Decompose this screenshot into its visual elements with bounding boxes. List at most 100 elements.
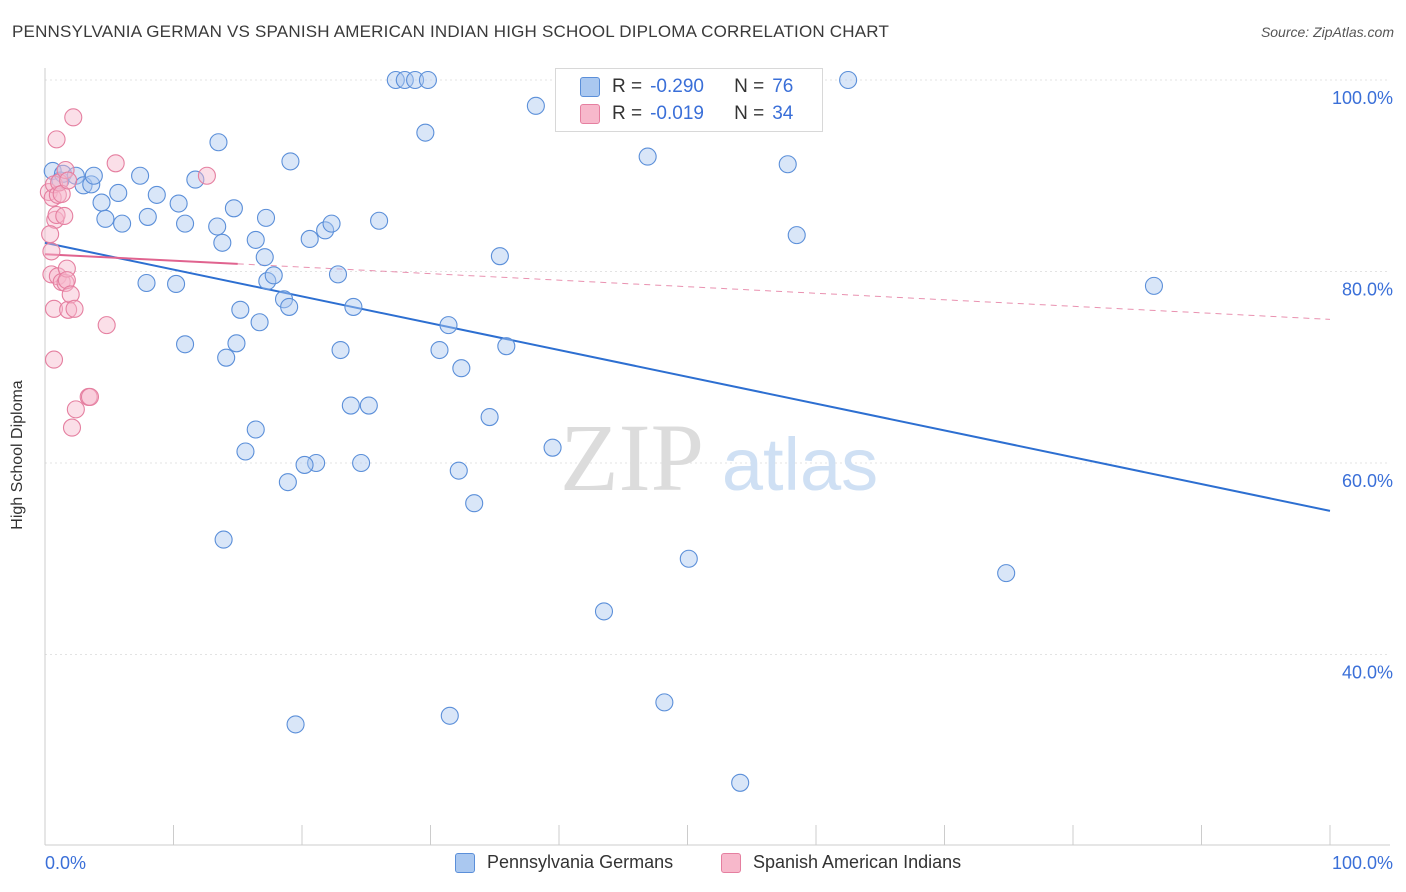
data-point-pennsylvania bbox=[281, 152, 300, 171]
series-legend-label: Pennsylvania Germans bbox=[487, 852, 674, 872]
data-point-spanish bbox=[65, 299, 84, 318]
data-point-pennsylvania bbox=[679, 549, 698, 568]
data-point-pennsylvania bbox=[250, 313, 269, 332]
data-point-pennsylvania bbox=[137, 273, 156, 293]
y-tick-label: 100.0% bbox=[1332, 88, 1393, 108]
data-point-pennsylvania bbox=[594, 602, 614, 621]
data-point-spanish bbox=[59, 171, 78, 190]
data-point-pennsylvania bbox=[452, 359, 471, 378]
data-point-spanish bbox=[41, 225, 60, 244]
legend-swatch-pink bbox=[580, 104, 600, 124]
data-point-spanish bbox=[80, 387, 100, 406]
trend-lines bbox=[44, 241, 1331, 512]
watermark-zip: ZIP bbox=[560, 404, 704, 511]
legend-n-value: 34 bbox=[772, 103, 794, 124]
data-point-spanish bbox=[106, 154, 125, 173]
legend-r-value: -0.290 bbox=[650, 76, 704, 97]
data-point-pennsylvania bbox=[465, 494, 484, 513]
data-point-pennsylvania bbox=[322, 214, 341, 233]
data-point-spanish bbox=[57, 271, 76, 290]
data-point-pennsylvania bbox=[439, 316, 458, 335]
data-point-pennsylvania bbox=[280, 297, 299, 316]
legend-swatch-blue bbox=[580, 77, 600, 97]
trend-line-spanish bbox=[44, 253, 238, 265]
data-point-pennsylvania bbox=[638, 147, 657, 166]
data-point-pennsylvania bbox=[113, 214, 132, 233]
data-point-pennsylvania bbox=[176, 335, 195, 354]
y-tick-label: 80.0% bbox=[1342, 280, 1393, 300]
data-point-pennsylvania bbox=[526, 96, 545, 115]
tick-labels: 40.0% 60.0% 80.0% 100.0% 0.0% 100.0% bbox=[45, 88, 1393, 873]
data-point-pennsylvania bbox=[331, 340, 350, 360]
data-point-pennsylvania bbox=[295, 455, 314, 474]
data-point-pennsylvania bbox=[328, 265, 348, 284]
data-point-pennsylvania bbox=[96, 209, 115, 228]
data-point-pennsylvania bbox=[286, 715, 305, 734]
data-point-pennsylvania bbox=[655, 693, 674, 712]
chart-title: PENNSYLVANIA GERMAN VS SPANISH AMERICAN … bbox=[12, 22, 890, 41]
data-point-spanish bbox=[44, 299, 64, 318]
data-point-pennsylvania bbox=[256, 208, 276, 227]
data-point-pennsylvania bbox=[208, 217, 227, 236]
data-point-pennsylvania bbox=[167, 274, 186, 293]
series-legend-label: Spanish American Indians bbox=[753, 852, 962, 872]
legend-r-label: R = bbox=[612, 76, 643, 97]
data-point-pennsylvania bbox=[307, 453, 326, 473]
series-legend: Pennsylvania Germans Spanish American In… bbox=[0, 852, 1406, 878]
watermark-atlas: atlas bbox=[722, 423, 878, 506]
data-point-spanish bbox=[47, 130, 66, 149]
data-point-pennsylvania bbox=[440, 706, 459, 725]
legend-row-spanish: R = -0.019 N = 34 bbox=[580, 102, 793, 126]
data-point-pennsylvania bbox=[316, 221, 335, 240]
data-point-spanish bbox=[47, 205, 66, 225]
data-point-spanish bbox=[66, 400, 85, 419]
data-point-pennsylvania bbox=[480, 407, 499, 427]
data-point-pennsylvania bbox=[352, 453, 371, 473]
data-point-pennsylvania bbox=[449, 461, 468, 480]
data-point-pennsylvania bbox=[264, 266, 283, 285]
data-point-pennsylvania bbox=[341, 396, 360, 415]
data-point-pennsylvania bbox=[217, 348, 236, 367]
data-point-pennsylvania bbox=[344, 297, 363, 316]
data-point-pennsylvania bbox=[109, 183, 128, 203]
data-point-pennsylvania bbox=[209, 133, 228, 152]
data-point-pennsylvania bbox=[497, 337, 516, 356]
data-points bbox=[39, 70, 1164, 792]
series-swatch-pink bbox=[721, 852, 741, 873]
x-tick-label: 0.0% bbox=[45, 853, 86, 873]
data-point-pennsylvania bbox=[418, 70, 437, 90]
data-point-pennsylvania bbox=[227, 334, 246, 353]
y-tick-label: 60.0% bbox=[1342, 471, 1393, 491]
data-point-pennsylvania bbox=[214, 530, 233, 549]
trend-line-spanish-extended bbox=[237, 263, 1331, 320]
data-point-spanish bbox=[62, 418, 82, 437]
data-point-pennsylvania bbox=[224, 199, 243, 218]
data-point-spanish bbox=[197, 166, 216, 185]
data-point-spanish bbox=[55, 206, 74, 226]
data-point-pennsylvania bbox=[370, 211, 389, 230]
data-point-pennsylvania bbox=[147, 185, 166, 204]
data-point-pennsylvania bbox=[1144, 276, 1164, 295]
data-point-pennsylvania bbox=[236, 442, 255, 461]
data-point-spanish bbox=[44, 350, 64, 369]
legend-n-value: 76 bbox=[772, 76, 794, 97]
series-legend-item-pennsylvania: Pennsylvania Germans bbox=[455, 852, 673, 873]
series-swatch-blue bbox=[455, 852, 475, 873]
data-point-pennsylvania bbox=[839, 70, 858, 90]
data-point-pennsylvania bbox=[138, 207, 157, 226]
data-point-spanish bbox=[59, 300, 78, 319]
data-point-pennsylvania bbox=[997, 564, 1016, 583]
data-point-spanish bbox=[56, 160, 75, 180]
data-point-pennsylvania bbox=[176, 214, 195, 233]
data-point-spanish bbox=[61, 285, 80, 304]
data-point-pennsylvania bbox=[213, 233, 232, 252]
data-point-pennsylvania bbox=[246, 420, 265, 439]
data-point-pennsylvania bbox=[731, 773, 750, 792]
data-point-pennsylvania bbox=[246, 230, 265, 249]
data-point-pennsylvania bbox=[416, 123, 435, 142]
data-point-pennsylvania bbox=[430, 340, 449, 360]
series-legend-item-spanish: Spanish American Indians bbox=[721, 852, 961, 873]
data-point-pennsylvania bbox=[231, 300, 250, 319]
data-point-spanish bbox=[97, 316, 116, 335]
axes bbox=[44, 68, 1390, 846]
